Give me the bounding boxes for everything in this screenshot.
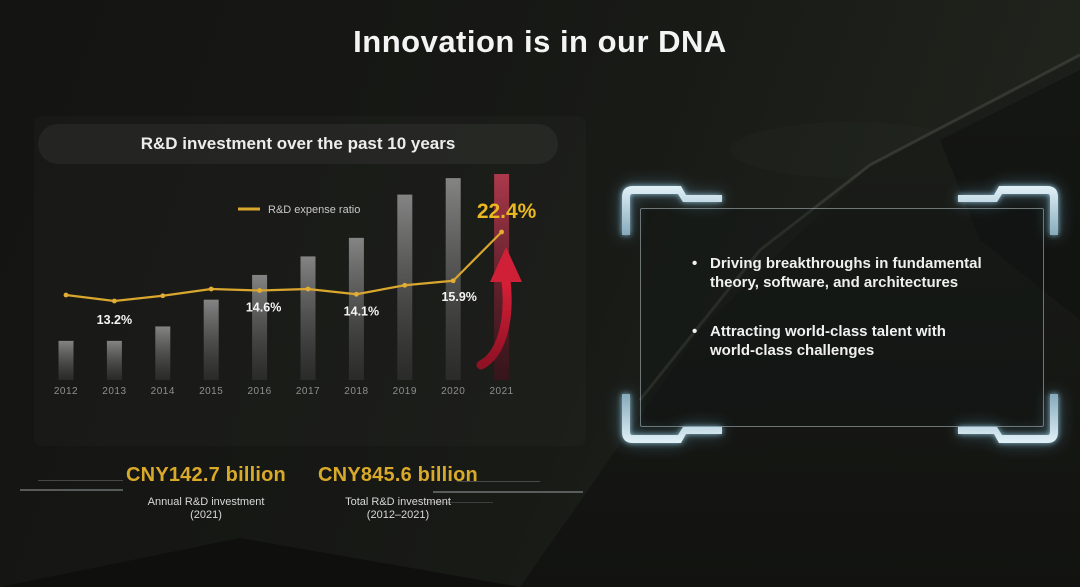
chart-title: R&D investment over the past 10 years: [140, 134, 456, 153]
bullet-text: Attracting world-class talent with world…: [710, 323, 946, 359]
ratio-point-2013: [112, 298, 117, 304]
ratio-label-2021: 22.4%: [477, 200, 537, 223]
bar-2016: [252, 274, 268, 380]
stat-total-rd: CNY845.6 billion Total R&D investment (2…: [298, 464, 498, 522]
stat-label: Total R&D investment: [345, 496, 451, 508]
year-label-2013: 2013: [102, 386, 126, 397]
bullet-dot-icon: •: [692, 323, 698, 340]
bullet-item: • Driving breakthroughs in fundamental t…: [692, 254, 994, 292]
bullet-text: Driving breakthroughs in fundamental the…: [710, 255, 982, 291]
year-label-2020: 2020: [441, 386, 465, 397]
decor-line: [427, 502, 493, 503]
ratio-point-2020: [450, 278, 456, 284]
year-label-2012: 2012: [54, 386, 78, 397]
bar-2015: [203, 299, 219, 380]
stat-value: CNY845.6 billion: [318, 464, 478, 486]
stat-value: CNY142.7 billion: [126, 464, 286, 486]
ratio-point-2015: [208, 286, 214, 292]
stat-annual-rd: CNY142.7 billion Annual R&D investment (…: [100, 464, 312, 522]
ratio-label-2016: 14.6%: [246, 301, 281, 315]
year-label-2019: 2019: [393, 386, 417, 397]
growth-arrow-icon: [476, 275, 512, 370]
bar-2018: [348, 237, 364, 380]
ratio-label-2013: 13.2%: [97, 313, 132, 327]
stat-period: (2012–2021): [366, 509, 430, 521]
ratio-label-2018: 14.1%: [344, 304, 379, 318]
stat-period: (2021): [190, 509, 222, 521]
bar-2014: [155, 326, 171, 380]
decor-line: [433, 491, 583, 493]
bar-2013: [106, 340, 122, 380]
ratio-point-2012: [63, 292, 69, 298]
ratio-point-2021: [499, 229, 504, 235]
ratio-label-2020: 15.9%: [441, 290, 476, 304]
ratio-line: [65, 231, 503, 303]
decor-line: [457, 481, 540, 482]
bar-2017: [300, 256, 316, 380]
page-title: Innovation is in our DNA: [353, 24, 727, 59]
corner-bracket-icon: [622, 186, 722, 235]
corner-bracket-icon: [958, 394, 1058, 443]
ratio-point-2016: [257, 288, 262, 293]
year-label-2018: 2018: [344, 386, 368, 397]
bullet-dot-icon: •: [692, 255, 698, 272]
bar-2012: [58, 340, 74, 380]
corner-bracket-icon: [958, 186, 1058, 235]
ratio-point-2017: [305, 286, 311, 292]
decor-line: [20, 489, 123, 491]
growth-arrow-head-icon: [490, 247, 522, 282]
ratio-point-2014: [160, 293, 166, 299]
year-label-2017: 2017: [296, 386, 320, 397]
chart-title-pill: R&D investment over the past 10 years: [38, 124, 558, 164]
corner-bracket-icon: [622, 394, 722, 443]
year-label-2014: 2014: [151, 386, 175, 397]
year-label-2016: 2016: [247, 386, 271, 397]
ratio-point-2019: [402, 282, 408, 288]
legend-label: R&D expense ratio: [268, 204, 360, 216]
chart-plot: R&D expense ratio 13.2% 14.6% 14.1% 15.9% 22.…: [54, 174, 537, 397]
year-label-2021: 2021: [489, 386, 513, 397]
stat-label: Annual R&D investment: [147, 496, 265, 508]
bullet-list: • Driving breakthroughs in fundamental t…: [692, 254, 994, 390]
bullet-item: • Attracting world-class talent with wor…: [692, 322, 994, 360]
ratio-point-2018: [354, 291, 359, 297]
decor-line: [38, 480, 123, 481]
year-label-2015: 2015: [199, 386, 223, 397]
highlight-panel: [640, 208, 1044, 427]
